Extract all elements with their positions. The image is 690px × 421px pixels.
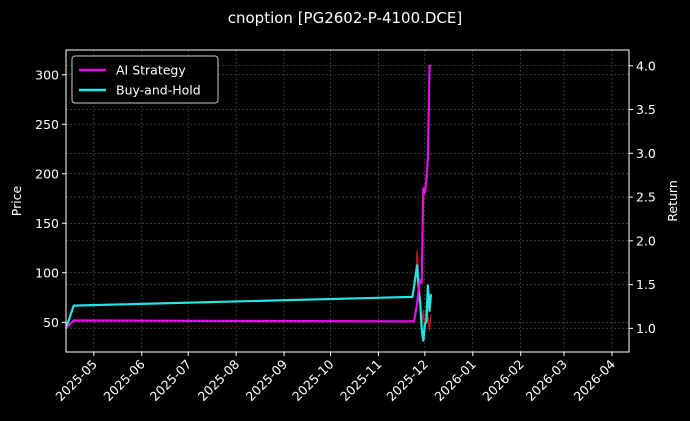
grid <box>66 50 629 352</box>
y-tick-label-left: 150 <box>35 216 59 231</box>
y-tick-label-left: 50 <box>43 315 59 330</box>
y-tick-label-right: 4.0 <box>636 58 656 73</box>
legend: AI Strategy Buy-and-Hold <box>71 55 219 104</box>
y-axis-left: 50 100 150 200 250 300 <box>35 67 66 330</box>
y-tick-label-right: 3.0 <box>636 146 656 161</box>
y-tick-label-right: 1.5 <box>636 277 656 292</box>
y-tick-label-left: 100 <box>35 265 59 280</box>
y-tick-label-right: 2.0 <box>636 233 656 248</box>
y-axis-left-label: Price <box>9 185 24 216</box>
chart-title: cnoption [PG2602-P-4100.DCE] <box>228 9 463 27</box>
y-tick-label-right: 2.5 <box>636 190 656 205</box>
legend-label-buy-and-hold: Buy-and-Hold <box>116 83 201 98</box>
y-tick-label-left: 300 <box>35 67 59 82</box>
series-line-buy-and-hold <box>64 264 433 342</box>
y-tick-label-right: 3.5 <box>636 102 656 117</box>
series-line-ai-strategy <box>65 64 431 330</box>
legend-label-ai-strategy: AI Strategy <box>116 63 186 78</box>
plot-frame <box>65 49 630 353</box>
y-axis-right: 1.0 1.5 2.0 2.5 3.0 3.5 4.0 <box>629 58 656 336</box>
legend-box <box>71 55 219 104</box>
y-axis-right-label: Return <box>665 180 680 221</box>
y-tick-label-right: 1.0 <box>636 321 656 336</box>
series-layer <box>64 64 433 342</box>
y-tick-label-left: 200 <box>35 166 59 181</box>
y-tick-label-left: 250 <box>35 117 59 132</box>
